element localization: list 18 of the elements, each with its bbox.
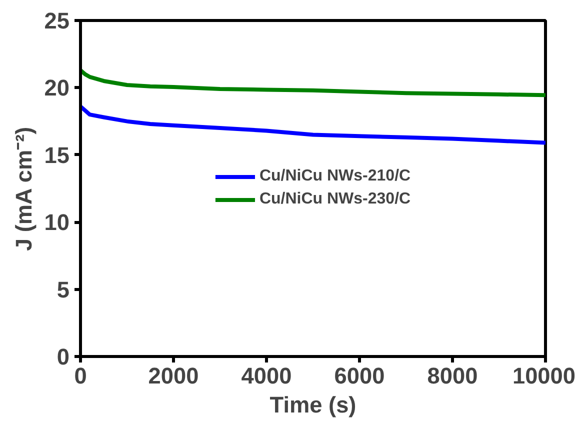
y-tick-label: 20 xyxy=(44,74,70,101)
y-tick-label: 25 xyxy=(44,8,70,34)
y-tick-label: 15 xyxy=(44,142,70,168)
x-tick-label: 0 xyxy=(74,362,87,388)
legend-label: Cu/NiCu NWs-210/C xyxy=(259,168,411,186)
y-axis-title: J (mA cm⁻²) xyxy=(10,126,36,252)
y-tick-label: 10 xyxy=(44,209,70,236)
legend-label: Cu/NiCu NWs-230/C xyxy=(259,190,411,208)
line-series xyxy=(80,68,546,98)
x-tick-label: 4000 xyxy=(241,362,292,388)
x-tick-label: 6000 xyxy=(334,362,385,388)
x-tick-label: 10000 xyxy=(512,362,576,388)
x-tick-label: 8000 xyxy=(427,362,478,388)
line-series xyxy=(80,104,546,145)
y-tick-label: 5 xyxy=(56,276,70,302)
x-tick-label: 2000 xyxy=(148,362,199,388)
x-axis-title: Time (s) xyxy=(270,392,356,418)
y-tick-label: 0 xyxy=(56,344,70,370)
